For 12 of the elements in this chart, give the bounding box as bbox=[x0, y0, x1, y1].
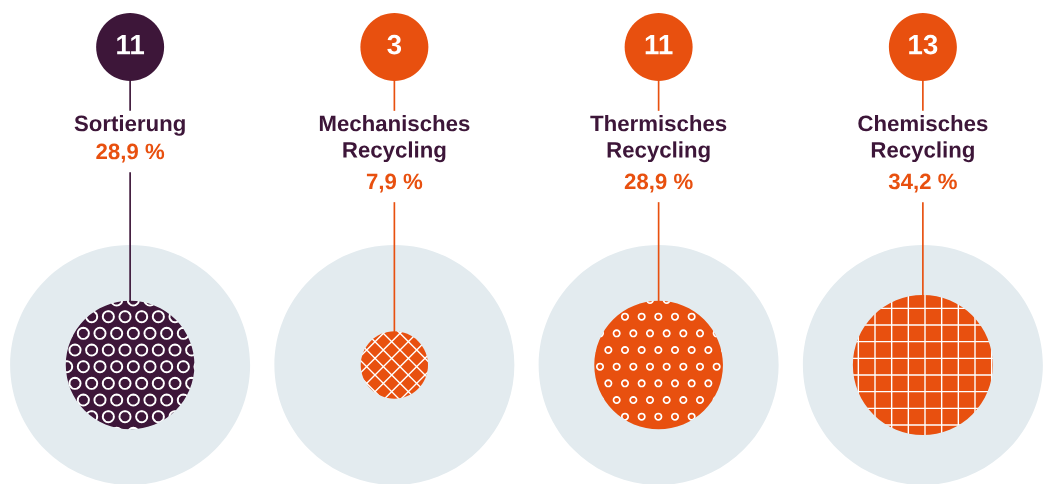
data-label: 28,9 % bbox=[624, 173, 693, 193]
category-label: Sortierung bbox=[74, 115, 185, 136]
data-label: 7,9 % bbox=[366, 173, 423, 193]
text: 13 bbox=[909, 34, 938, 55]
category-label: Mechanisches Recycling bbox=[319, 115, 470, 163]
category-label: Chemisches Recycling bbox=[858, 115, 988, 163]
category-label: Thermisches Recycling bbox=[590, 115, 727, 163]
data-label: 34,2 % bbox=[888, 173, 957, 193]
data-label: 28,9 % bbox=[96, 143, 165, 163]
text: 11 bbox=[645, 35, 673, 55]
text: 11 bbox=[117, 35, 145, 55]
text: 3 bbox=[387, 34, 402, 55]
